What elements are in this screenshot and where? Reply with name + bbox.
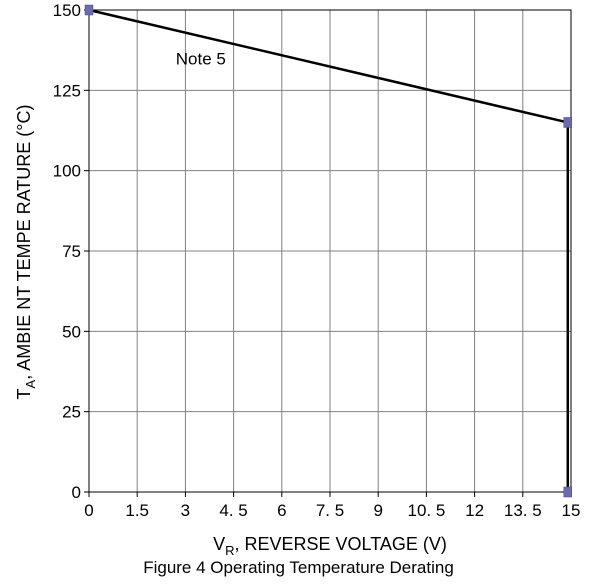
y-axis-title: TA, AMBIE NT TEMPE RATURE (°C) <box>14 105 38 400</box>
y-tick-labels: 0 25 50 75 100 125 150 <box>53 1 81 502</box>
y-tick-label: 100 <box>53 162 81 181</box>
x-tick-label: 12 <box>465 501 484 520</box>
derating-chart: 0 1.5 3 4. 5 6 7. 5 9 10. 5 12 13. 5 15 0 25 50 75 100… <box>14 1 580 558</box>
grid-lines <box>88 9 572 493</box>
y-axis-title-main: T <box>14 388 34 399</box>
x-tick-label: 1.5 <box>125 501 149 520</box>
data-point-marker <box>84 4 94 16</box>
x-tick-label: 9 <box>373 501 382 520</box>
y-tick-label: 50 <box>62 322 81 341</box>
x-tick-label: 10. 5 <box>407 501 445 520</box>
x-tick-label: 15 <box>562 501 581 520</box>
y-tick-label: 75 <box>62 242 81 261</box>
y-tick-label: 125 <box>53 81 81 100</box>
y-tick-label: 25 <box>62 403 81 422</box>
y-tick-label: 150 <box>53 1 81 20</box>
x-tick-labels: 0 1.5 3 4. 5 6 7. 5 9 10. 5 12 13. 5 15 <box>84 501 580 520</box>
data-point-marker <box>563 117 573 128</box>
y-tick-label: 0 <box>72 483 81 502</box>
figure-caption: Figure 4 Operating Temperature Derating <box>143 558 454 577</box>
x-axis-title-rest: , REVERSE VOLTAGE (V) <box>235 534 447 554</box>
x-tick-label: 0 <box>84 501 93 520</box>
x-tick-label: 4. 5 <box>219 501 247 520</box>
note-annotation: Note 5 <box>176 50 226 69</box>
x-axis-title: VR, REVERSE VOLTAGE (V) <box>213 534 447 558</box>
x-tick-label: 6 <box>277 501 286 520</box>
x-tick-label: 13. 5 <box>504 501 542 520</box>
y-axis-title-subscript: A <box>23 379 38 388</box>
x-axis-title-subscript: R <box>225 543 234 558</box>
plot-frame <box>84 9 572 497</box>
x-tick-label: 7. 5 <box>316 501 344 520</box>
x-tick-label: 3 <box>181 501 190 520</box>
y-axis-title-rest: , AMBIE NT TEMPE RATURE (°C) <box>14 105 34 380</box>
data-series <box>84 4 573 498</box>
x-axis-title-main: V <box>213 534 225 554</box>
data-point-marker <box>563 486 573 498</box>
